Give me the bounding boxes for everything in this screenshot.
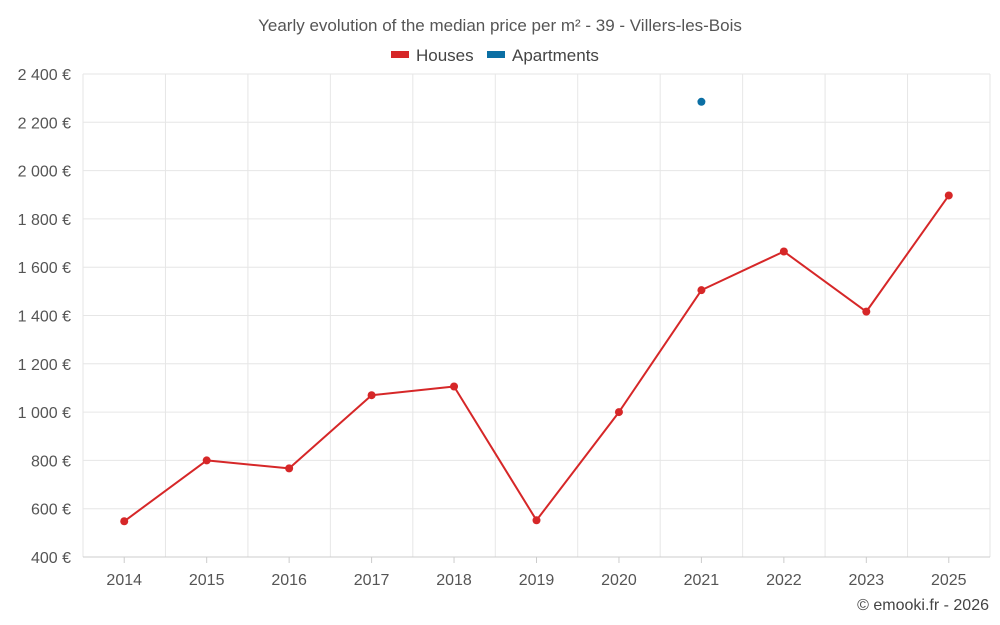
y-tick-label: 1 600 € xyxy=(18,260,71,277)
y-tick-label: 1 400 € xyxy=(18,309,71,326)
data-point-houses[interactable] xyxy=(285,464,294,473)
y-tick-label: 2 000 € xyxy=(18,164,71,181)
data-point-houses[interactable] xyxy=(367,391,376,400)
legend-swatch-houses xyxy=(391,51,409,58)
data-point-houses[interactable] xyxy=(614,408,623,417)
grid xyxy=(82,73,991,558)
data-point-houses[interactable] xyxy=(697,286,706,295)
x-tick-label: 2016 xyxy=(271,572,307,589)
x-tick-label: 2018 xyxy=(436,572,472,589)
legend-label-houses[interactable]: Houses xyxy=(416,46,474,65)
data-point-houses[interactable] xyxy=(450,382,459,391)
legend: Houses Apartments xyxy=(391,46,599,65)
x-tick-label: 2015 xyxy=(189,572,225,589)
x-tick-label: 2020 xyxy=(601,572,637,589)
y-tick-label: 1 800 € xyxy=(18,212,71,229)
legend-label-apartments[interactable]: Apartments xyxy=(512,46,599,65)
data-point-houses[interactable] xyxy=(862,307,871,316)
x-tick-label: 2023 xyxy=(849,572,885,589)
x-tick-label: 2019 xyxy=(519,572,555,589)
y-tick-label: 1 200 € xyxy=(18,357,71,374)
y-tick-label: 2 200 € xyxy=(18,115,71,132)
data-point-houses[interactable] xyxy=(202,456,211,465)
data-point-houses[interactable] xyxy=(120,517,129,526)
x-axis: 2014 2015 2016 2017 2018 2019 2020 2021 2022 2023… xyxy=(83,556,990,589)
y-tick-label: 600 € xyxy=(31,502,71,519)
x-tick-label: 2017 xyxy=(354,572,390,589)
y-tick-label: 800 € xyxy=(31,453,71,470)
data-point-houses[interactable] xyxy=(944,191,953,200)
x-tick-label: 2014 xyxy=(106,572,142,589)
credit-text: © emooki.fr - 2026 xyxy=(857,597,989,614)
y-tick-label: 400 € xyxy=(31,550,71,567)
data-point-houses[interactable] xyxy=(532,516,541,525)
series-layer xyxy=(120,97,953,526)
data-point-houses[interactable] xyxy=(779,247,788,256)
x-tick-label: 2025 xyxy=(931,572,967,589)
y-axis: 400 € 600 € 800 € 1 000 € 1 200 € 1 400 € 1 60… xyxy=(18,67,71,567)
data-point-apartments[interactable] xyxy=(697,97,706,106)
x-tick-label: 2021 xyxy=(684,572,720,589)
legend-swatch-apartments xyxy=(487,51,505,58)
y-tick-label: 1 000 € xyxy=(18,405,71,422)
chart-title: Yearly evolution of the median price per… xyxy=(258,16,742,35)
x-tick-label: 2022 xyxy=(766,572,802,589)
y-tick-label: 2 400 € xyxy=(18,67,71,84)
